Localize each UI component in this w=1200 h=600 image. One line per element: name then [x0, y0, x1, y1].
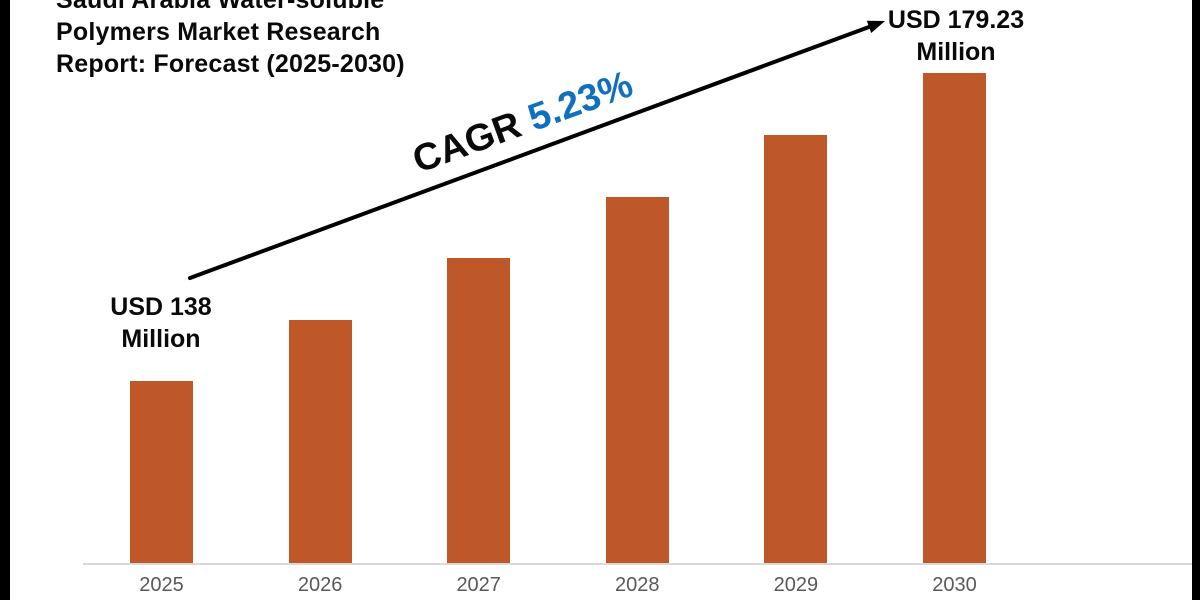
x-tick-2025: 2025: [139, 574, 184, 596]
start-value-label: USD 138 Million: [110, 291, 211, 355]
bar-2030: [923, 73, 986, 563]
x-tick-2027: 2027: [456, 574, 501, 596]
x-tick-2029: 2029: [773, 574, 819, 596]
title-line-1: Saudi Arabia Water-soluble: [56, 0, 385, 14]
end-value-line-2: Million: [916, 38, 996, 66]
bar-2028: [605, 197, 669, 563]
start-value-line-2: Million: [121, 325, 201, 353]
bar-2027: [447, 258, 511, 563]
right-border-bar: [1192, 0, 1200, 600]
x-tick-2026: 2026: [297, 574, 343, 596]
end-value-line-1: USD 179.23: [887, 6, 1025, 34]
left-border-bar: [0, 0, 10, 600]
x-axis-line: [83, 563, 1192, 565]
start-value-line-1: USD 138: [110, 293, 212, 321]
end-value-label: USD 179.23 Million: [888, 4, 1024, 68]
x-tick-2028: 2028: [615, 574, 660, 596]
x-tick-2030: 2030: [932, 574, 977, 596]
bar-2026: [288, 320, 352, 563]
bar-2029: [764, 135, 828, 563]
bar-2025: [130, 381, 193, 563]
